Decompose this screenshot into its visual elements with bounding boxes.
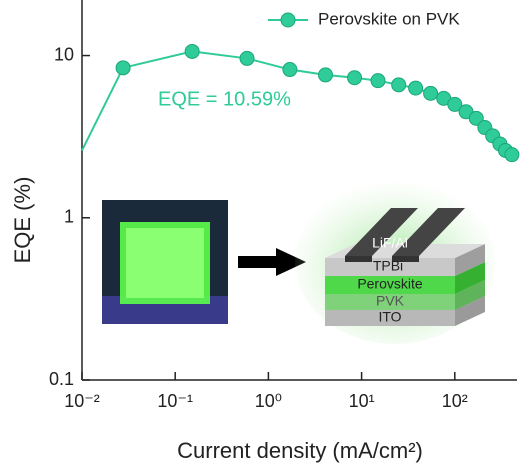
data-point <box>423 85 439 101</box>
layer-label: ITO <box>378 309 401 325</box>
x-tick-label: 10¹ <box>349 391 375 411</box>
layer-label: LiF/Al <box>372 235 408 251</box>
layer-label: Perovskite <box>357 276 423 292</box>
data-point <box>347 70 363 86</box>
legend-marker <box>280 12 296 28</box>
data-point <box>408 80 424 96</box>
y-tick-label: 0.1 <box>49 369 74 389</box>
photo-inset <box>102 200 228 324</box>
layer-label: TPBi <box>373 258 403 274</box>
y-tick-label: 10 <box>54 44 74 64</box>
x-tick-label: 10⁰ <box>255 391 282 411</box>
data-point <box>468 110 484 126</box>
data-point <box>239 50 255 66</box>
data-point <box>282 62 298 78</box>
data-point <box>370 73 386 89</box>
data-point <box>504 147 520 163</box>
data-point <box>318 67 334 83</box>
x-tick-label: 10⁻¹ <box>157 391 193 411</box>
legend-label: Perovskite on PVK <box>318 9 460 28</box>
y-tick-label: 1 <box>64 207 74 227</box>
data-point <box>447 96 463 112</box>
x-tick-label: 10⁻² <box>64 391 100 411</box>
x-axis-label: Current density (mA/cm²) <box>177 438 423 463</box>
device-diagram: LiF/Al TPBi Perovskite PVK ITO <box>295 180 495 344</box>
data-point <box>391 77 407 93</box>
data-point <box>115 60 131 76</box>
data-point <box>184 43 200 59</box>
x-tick-label: 10² <box>442 391 468 411</box>
y-axis-label: EQE (%) <box>10 177 35 264</box>
annotation: EQE = 10.59% <box>158 88 291 110</box>
layer-label: PVK <box>376 293 405 309</box>
arrow <box>238 248 306 276</box>
